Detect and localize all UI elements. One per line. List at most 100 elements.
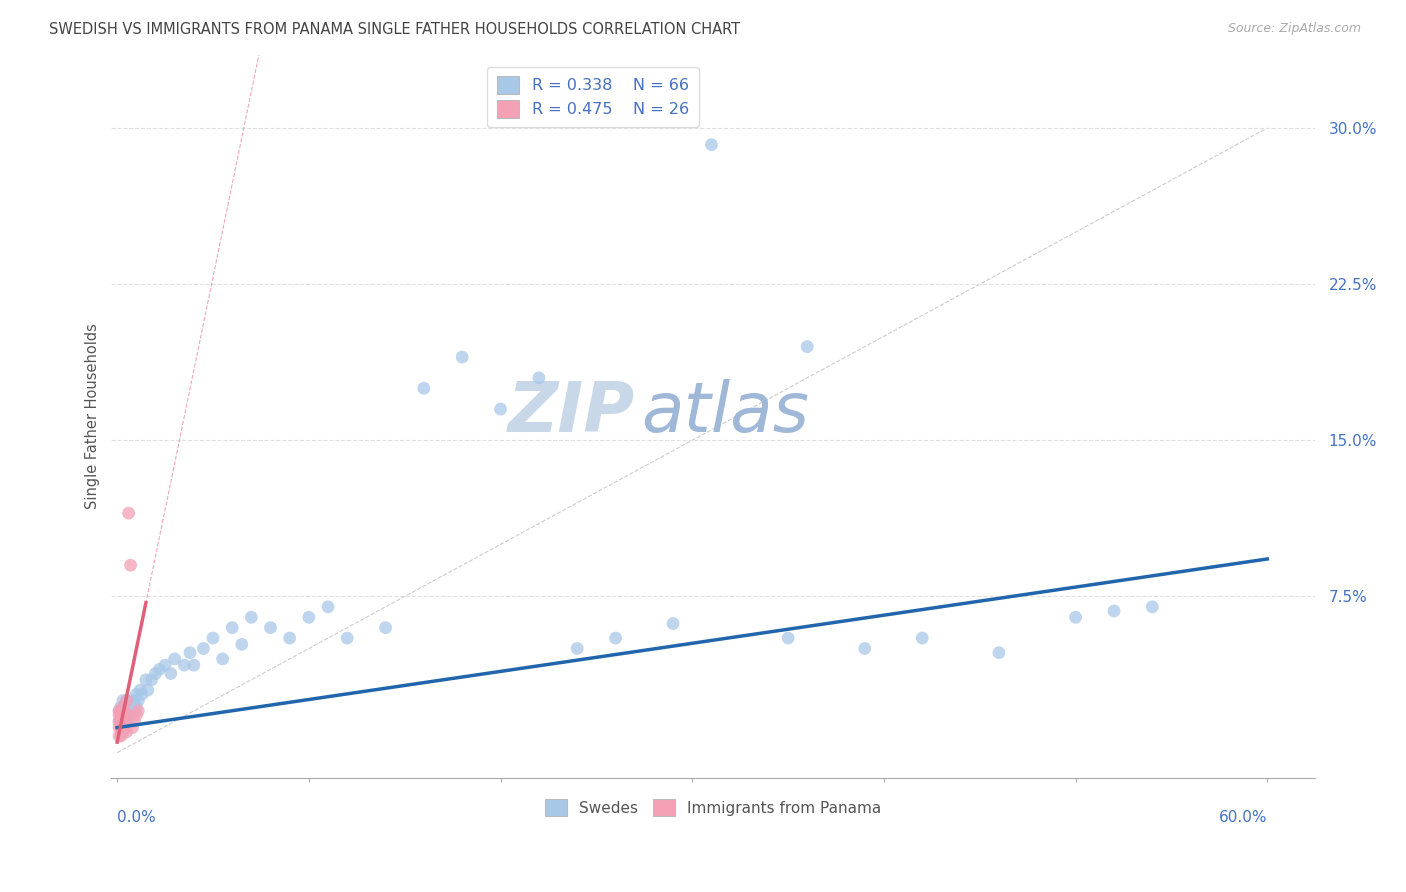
Point <box>131 687 153 701</box>
Point <box>1064 610 1087 624</box>
Point <box>127 693 149 707</box>
Point <box>163 652 186 666</box>
Point <box>108 704 131 718</box>
Point <box>110 721 132 735</box>
Point <box>111 693 134 707</box>
Point <box>121 693 143 707</box>
Text: SWEDISH VS IMMIGRANTS FROM PANAMA SINGLE FATHER HOUSEHOLDS CORRELATION CHART: SWEDISH VS IMMIGRANTS FROM PANAMA SINGLE… <box>49 22 741 37</box>
Point <box>221 621 243 635</box>
Point <box>108 704 131 718</box>
Point <box>115 693 138 707</box>
Point <box>115 693 138 707</box>
Point <box>110 721 132 735</box>
Point <box>108 714 131 729</box>
Text: Source: ZipAtlas.com: Source: ZipAtlas.com <box>1227 22 1361 36</box>
Point <box>778 631 800 645</box>
Point <box>118 506 141 520</box>
Point <box>374 621 396 635</box>
Point <box>124 693 146 707</box>
Point <box>489 402 512 417</box>
Point <box>120 558 142 573</box>
Point <box>412 381 434 395</box>
Point <box>451 350 474 364</box>
Point <box>145 666 167 681</box>
Point <box>527 371 550 385</box>
Point <box>120 708 142 723</box>
Point <box>114 699 136 714</box>
Point <box>111 699 134 714</box>
Point <box>114 708 136 723</box>
Point <box>135 673 157 687</box>
Point <box>108 729 131 743</box>
Point <box>129 683 152 698</box>
Point <box>700 137 723 152</box>
Point <box>1142 599 1164 614</box>
Point <box>110 708 132 723</box>
Point <box>111 708 134 723</box>
Point <box>110 704 132 718</box>
Point <box>987 646 1010 660</box>
Text: ZIP: ZIP <box>508 379 636 446</box>
Point <box>114 721 136 735</box>
Point <box>201 631 224 645</box>
Point <box>115 714 138 729</box>
Text: atlas: atlas <box>641 379 808 446</box>
Point <box>148 662 170 676</box>
Point <box>183 658 205 673</box>
Point <box>118 704 141 718</box>
Point <box>108 721 131 735</box>
Point <box>110 714 132 729</box>
Point <box>125 708 148 723</box>
Y-axis label: Single Father Households: Single Father Households <box>86 324 100 509</box>
Point <box>173 658 195 673</box>
Point <box>193 641 215 656</box>
Point <box>115 724 138 739</box>
Point <box>114 721 136 735</box>
Point <box>567 641 589 656</box>
Point <box>1102 604 1125 618</box>
Point <box>136 683 159 698</box>
Point <box>121 704 143 718</box>
Point <box>336 631 359 645</box>
Point <box>211 652 233 666</box>
Point <box>125 687 148 701</box>
Point <box>108 714 131 729</box>
Point <box>110 708 132 723</box>
Text: 0.0%: 0.0% <box>117 810 156 825</box>
Point <box>662 616 685 631</box>
Point <box>110 699 132 714</box>
Point <box>316 599 339 614</box>
Point <box>278 631 301 645</box>
Point <box>114 714 136 729</box>
Point <box>125 699 148 714</box>
Point <box>796 340 818 354</box>
Point <box>853 641 876 656</box>
Point <box>111 714 134 729</box>
Point <box>127 704 149 718</box>
Point <box>114 704 136 718</box>
Point <box>118 708 141 723</box>
Point <box>121 721 143 735</box>
Point <box>108 708 131 723</box>
Point <box>605 631 627 645</box>
Point <box>298 610 321 624</box>
Point <box>141 673 163 687</box>
Point <box>110 729 132 743</box>
Point <box>911 631 934 645</box>
Point <box>179 646 201 660</box>
Point <box>124 714 146 729</box>
Point <box>111 708 134 723</box>
Point <box>115 708 138 723</box>
Point <box>111 714 134 729</box>
Point <box>240 610 263 624</box>
Point <box>160 666 183 681</box>
Text: 60.0%: 60.0% <box>1219 810 1267 825</box>
Point <box>124 704 146 718</box>
Legend: Swedes, Immigrants from Panama: Swedes, Immigrants from Panama <box>540 793 887 822</box>
Point <box>115 704 138 718</box>
Point <box>153 658 176 673</box>
Point <box>231 637 253 651</box>
Point <box>259 621 281 635</box>
Point <box>111 724 134 739</box>
Point <box>120 699 142 714</box>
